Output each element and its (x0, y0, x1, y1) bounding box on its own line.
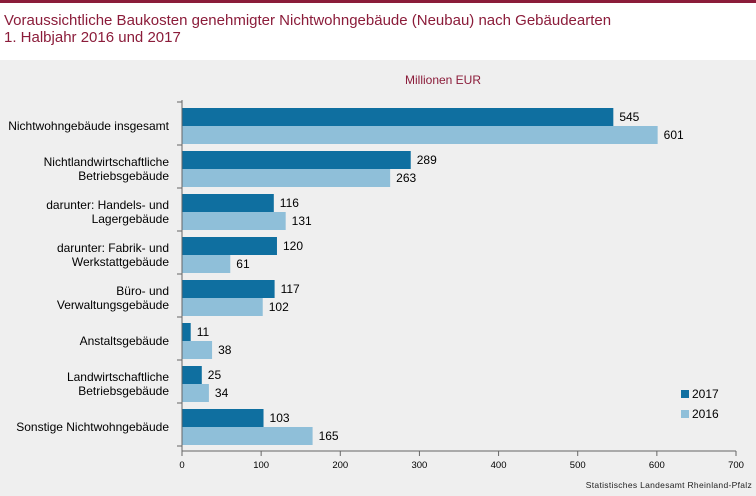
category-label-2: darunter: Handels- und Lagergebäude (46, 198, 169, 226)
top-rule (0, 0, 756, 3)
value-label-2017-7: 103 (270, 411, 290, 425)
bar-2017-7 (182, 409, 264, 427)
bar-2016-7 (182, 427, 313, 445)
category-label-line: Nichtlandwirtschaftliche (44, 155, 170, 169)
legend-label-2016: 2016 (692, 407, 719, 421)
bar-2017-0 (182, 108, 614, 126)
unit-label: Millionen EUR (405, 73, 481, 87)
category-label-6: Landwirtschaftliche Betriebsgebäude (67, 370, 169, 398)
category-label-line: darunter: Handels- und (46, 198, 169, 212)
category-label-line: Sonstige Nichtwohngebäude (16, 420, 169, 434)
category-label-5: Anstaltsgebäude (80, 334, 170, 348)
chart-title: Voraussichtliche Baukosten genehmigter N… (4, 12, 612, 29)
category-label-0: Nichtwohngebäude insgesamt (8, 119, 169, 133)
value-label-2016-3: 61 (236, 257, 250, 271)
category-label-1: Nichtlandwirtschaftliche Betriebsgebäude (44, 155, 170, 183)
x-tick-label-600: 600 (649, 460, 665, 471)
category-label-line: Verwaltungsgebäude (57, 298, 169, 312)
category-label-line: Büro- und (116, 284, 169, 298)
value-label-2017-6: 25 (208, 368, 222, 382)
value-label-2017-1: 289 (417, 153, 437, 167)
category-label-3: darunter: Fabrik- und Werkstattgebäude (57, 241, 169, 269)
bar-2016-5 (182, 341, 213, 359)
bar-2016-6 (182, 384, 209, 402)
bar-2017-5 (182, 323, 191, 341)
bar-2016-1 (182, 169, 391, 187)
x-tick-label-300: 300 (411, 460, 427, 471)
category-label-line: Betriebsgebäude (78, 384, 169, 398)
value-label-2017-2: 116 (280, 196, 299, 210)
bar-2017-2 (182, 194, 274, 212)
x-tick-label-100: 100 (253, 460, 269, 471)
bar-2016-0 (182, 126, 658, 144)
chart-subtitle: 1. Halbjahr 2016 und 2017 (4, 29, 181, 46)
bar-2017-1 (182, 151, 411, 169)
source-note: Statistisches Landesamt Rheinland-Pfalz (585, 480, 752, 490)
bar-2016-4 (182, 298, 263, 316)
value-label-2016-2: 131 (292, 214, 312, 228)
category-label-7: Sonstige Nichtwohngebäude (16, 420, 169, 434)
category-label-line: Betriebsgebäude (78, 169, 169, 183)
value-label-2016-4: 102 (269, 300, 289, 314)
value-label-2017-0: 545 (619, 110, 639, 124)
bar-2017-3 (182, 237, 277, 255)
x-tick-label-400: 400 (491, 460, 507, 471)
bar-2017-6 (182, 366, 202, 384)
category-label-line: Lagergebäude (92, 212, 170, 226)
value-label-2016-1: 263 (396, 171, 416, 185)
legend-swatch-2017 (681, 390, 689, 398)
value-label-2016-5: 38 (218, 343, 232, 357)
bar-2017-4 (182, 280, 275, 298)
value-label-2016-7: 165 (319, 429, 339, 443)
category-label-line: Landwirtschaftliche (67, 370, 169, 384)
x-tick-label-500: 500 (570, 460, 586, 471)
value-label-2017-3: 120 (283, 239, 303, 253)
value-label-2017-4: 117 (281, 282, 300, 296)
legend-label-2017: 2017 (692, 387, 719, 401)
bar-2016-2 (182, 212, 286, 230)
category-label-line: Werkstattgebäude (72, 255, 169, 269)
x-tick-label-700: 700 (728, 460, 744, 471)
category-label-line: Anstaltsgebäude (80, 334, 170, 348)
value-label-2017-5: 11 (197, 325, 210, 339)
bar-2016-3 (182, 255, 231, 273)
x-tick-label-200: 200 (332, 460, 348, 471)
legend-swatch-2016 (681, 410, 689, 418)
bar-chart: Millionen EUR 545 289 116 120 117 11 25 103 601 26… (8, 73, 744, 471)
category-label-4: Büro- und Verwaltungsgebäude (57, 284, 169, 312)
category-label-line: darunter: Fabrik- und (57, 241, 169, 255)
value-label-2016-6: 34 (215, 386, 229, 400)
chart-header: Voraussichtliche Baukosten genehmigter N… (0, 3, 756, 56)
value-label-2016-0: 601 (664, 128, 684, 142)
x-tick-label-0: 0 (179, 460, 184, 471)
category-label-line: Nichtwohngebäude insgesamt (8, 119, 169, 133)
